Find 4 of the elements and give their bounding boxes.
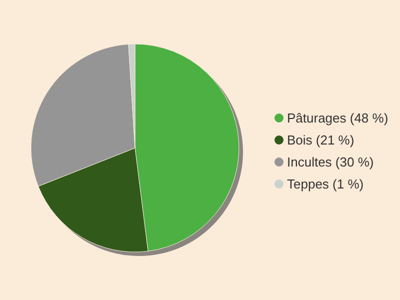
legend-label: Teppes (1 %) — [287, 176, 364, 192]
legend-label: Incultes (30 %) — [287, 154, 374, 170]
legend-label: Bois (21 %) — [287, 132, 354, 148]
legend-label: Pâturages (48 %) — [287, 110, 388, 126]
